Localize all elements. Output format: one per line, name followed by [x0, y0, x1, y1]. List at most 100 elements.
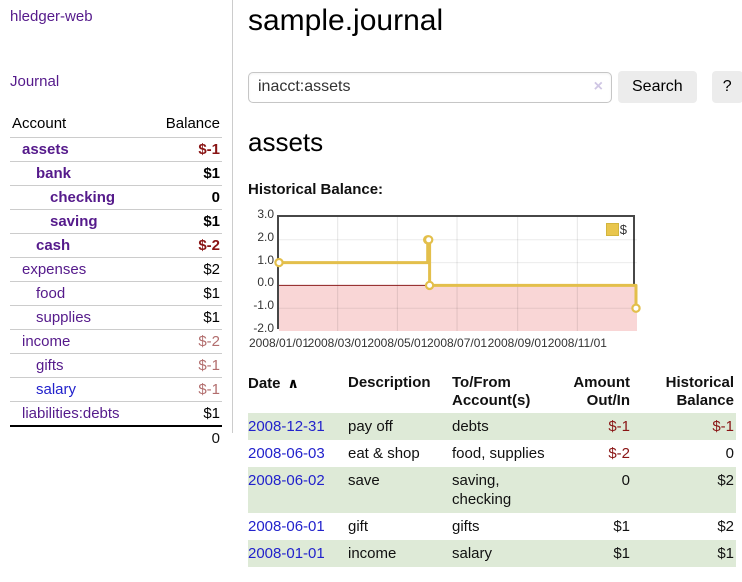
- y-tick-label: -1.0: [253, 298, 274, 313]
- sort-asc-icon: ∧: [287, 375, 299, 391]
- chart-svg: [274, 217, 641, 331]
- account-row: bank $1: [10, 161, 222, 186]
- transaction-date-link[interactable]: 2008-06-02: [248, 472, 325, 489]
- main-content: sample.journal × Search ? assets Histori…: [248, 0, 742, 567]
- account-row: checking 0: [10, 185, 222, 210]
- transaction-amount: $-2: [608, 445, 630, 462]
- data-point-marker: [631, 303, 641, 313]
- transaction-amount: 0: [621, 472, 630, 489]
- sidebar-account-balance: 0: [148, 185, 222, 210]
- chart-legend: $: [605, 222, 627, 237]
- chart-title: Historical Balance:: [248, 181, 384, 198]
- register-row: 2008-06-01 gift gifts $1 $2: [248, 513, 736, 540]
- transaction-description: gift: [348, 518, 369, 535]
- column-label: Out/In: [586, 392, 630, 409]
- negative-region: [279, 285, 637, 331]
- sidebar-account-balance: $-2: [148, 233, 222, 258]
- sidebar-account-link[interactable]: salary: [36, 381, 77, 398]
- register-row: 2008-01-01 income salary $1 $1: [248, 540, 736, 567]
- x-tick-label: 2008/11/01: [547, 336, 607, 350]
- sidebar-account-link[interactable]: bank: [36, 165, 72, 182]
- historical-balance-chart: 3.0 2.0 1.0 0.0 -1.0 -2.0 $ 2008/01/01 2008/03…: [248, 207, 742, 351]
- brand-link[interactable]: hledger-web: [10, 8, 93, 25]
- x-tick-label: 2008/07/01: [426, 336, 488, 350]
- y-tick-label: -2.0: [253, 321, 274, 335]
- search-input[interactable]: [248, 71, 612, 103]
- sidebar-account-balance: $1: [148, 161, 222, 186]
- chart-plot-area: $: [274, 215, 641, 331]
- sidebar-account-balance: $2: [148, 257, 222, 282]
- transaction-accounts: salary: [452, 545, 493, 562]
- transaction-balance: $2: [717, 518, 734, 535]
- sidebar-account-balance: $1: [148, 305, 222, 330]
- sidebar-account-balance: $1: [148, 281, 222, 306]
- sidebar-account-link[interactable]: saving: [50, 213, 98, 230]
- sidebar-account-balance: $-1: [148, 353, 222, 378]
- sidebar-account-balance: $-1: [148, 377, 222, 402]
- column-label: Account(s): [452, 392, 531, 409]
- transaction-balance: $2: [717, 472, 734, 489]
- register-row: 2008-12-31 pay off debts $-1 $-1: [248, 413, 736, 440]
- sidebar-account-link[interactable]: supplies: [36, 309, 92, 326]
- x-tick-label: 2008/09/01: [487, 336, 548, 350]
- register-column-header: Description: [348, 371, 452, 413]
- account-row: salary $-1: [10, 377, 222, 402]
- page-title: sample.journal: [248, 4, 444, 37]
- transaction-accounts: gifts: [452, 518, 480, 535]
- transaction-description: save: [348, 472, 380, 489]
- search-button[interactable]: Search: [618, 71, 697, 103]
- data-point-marker: [424, 280, 435, 291]
- clear-search-icon[interactable]: ×: [593, 77, 603, 95]
- register-table: Date ∧ Description To/From Account(s) Amount O…: [248, 371, 736, 567]
- data-point-marker: [423, 235, 434, 245]
- register-row: 2008-06-03 eat & shop food, supplies $-2 0: [248, 440, 736, 467]
- column-label: Balance: [676, 392, 734, 409]
- legend-label: $: [619, 222, 627, 237]
- sidebar-account-link[interactable]: assets: [22, 141, 69, 158]
- transaction-date-link[interactable]: 2008-01-01: [248, 545, 325, 562]
- transaction-date-link[interactable]: 2008-12-31: [248, 418, 325, 435]
- transaction-description: pay off: [348, 418, 393, 435]
- help-button[interactable]: ?: [711, 71, 742, 103]
- sidebar-item-journal[interactable]: Journal: [10, 73, 60, 90]
- y-tick-label: 0.0: [257, 275, 274, 290]
- sidebar-account-link[interactable]: income: [22, 333, 71, 350]
- transaction-balance: 0: [725, 445, 734, 462]
- x-tick-label: 2008/03/01: [307, 336, 368, 350]
- account-title: assets: [248, 127, 324, 157]
- account-row: expenses $2: [10, 257, 222, 282]
- register-column-header[interactable]: Date ∧: [248, 371, 348, 413]
- sidebar-account-link[interactable]: food: [36, 285, 66, 302]
- transaction-date-link[interactable]: 2008-06-03: [248, 445, 325, 462]
- account-row: gifts $-1: [10, 353, 222, 378]
- sidebar-account-link[interactable]: gifts: [36, 357, 64, 374]
- column-label: Historical: [665, 374, 734, 391]
- transaction-amount: $1: [613, 518, 630, 535]
- sidebar-account-link[interactable]: checking: [50, 189, 116, 206]
- column-label: Date: [248, 375, 281, 392]
- accounts-header-account: Account: [12, 115, 67, 132]
- x-tick-label: 2008/01/01: [248, 336, 310, 350]
- y-tick-label: 3.0: [257, 207, 274, 221]
- transaction-description: eat & shop: [348, 445, 420, 462]
- transaction-amount: $1: [613, 545, 630, 562]
- sidebar-account-link[interactable]: cash: [36, 237, 71, 254]
- sidebar-account-balance: $1: [148, 401, 222, 426]
- accounts-header-balance: Balance: [165, 115, 220, 132]
- account-row: assets $-1: [10, 137, 222, 162]
- transaction-accounts: debts: [452, 418, 489, 435]
- column-label: Amount: [573, 374, 630, 391]
- legend-swatch-icon: [605, 223, 619, 236]
- account-row: supplies $1: [10, 305, 222, 330]
- transaction-date-link[interactable]: 2008-06-01: [248, 518, 325, 535]
- register-column-header: Historical Balance: [640, 371, 736, 413]
- sidebar: hledger-web Journal Account Balance asse…: [0, 0, 233, 450]
- account-row: cash $-2: [10, 233, 222, 258]
- sidebar-account-link[interactable]: expenses: [22, 261, 87, 278]
- accounts-total-row: 0: [10, 425, 222, 450]
- register-row: 2008-06-02 save saving, checking 0 $2: [248, 467, 736, 513]
- sidebar-account-balance: $-1: [148, 137, 222, 162]
- y-tick-label: 2.0: [257, 229, 274, 244]
- column-label: To/From: [452, 374, 511, 391]
- sidebar-account-link[interactable]: liabilities:debts: [22, 405, 120, 422]
